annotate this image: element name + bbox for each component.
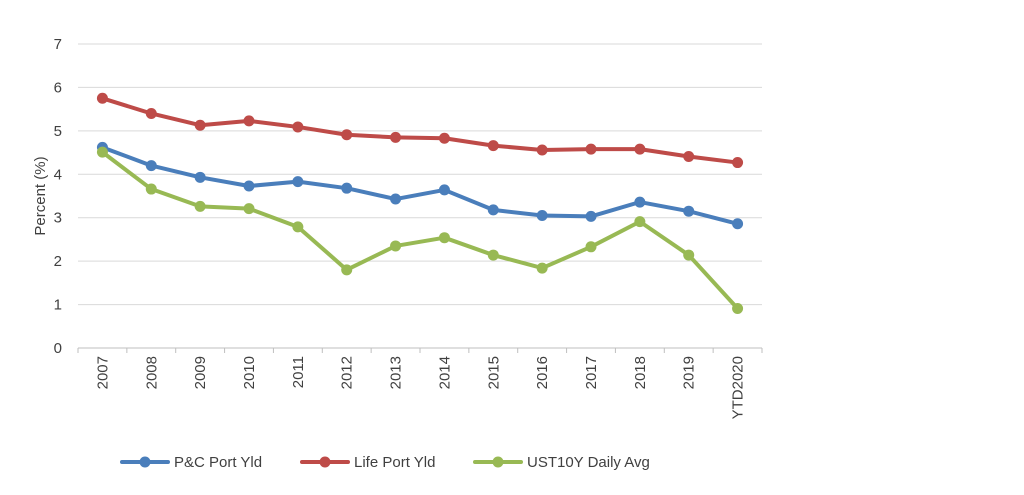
x-tick-label: 2011 (290, 356, 307, 388)
data-point (438, 132, 450, 144)
data-point (194, 171, 206, 183)
data-point (683, 205, 695, 217)
data-point (243, 115, 255, 127)
data-point (634, 216, 646, 228)
series-line (100, 150, 740, 311)
data-point (96, 146, 108, 158)
x-tick-label: 2012 (339, 356, 356, 389)
data-point (145, 160, 157, 172)
data-point (438, 184, 450, 196)
series-line (100, 145, 740, 226)
x-tick-label: YTD2020 (730, 356, 747, 419)
y-tick-label: 2 (54, 253, 62, 270)
legend-item: Life Port Yld (300, 454, 435, 471)
legend-label: Life Port Yld (354, 454, 435, 471)
data-point (243, 180, 255, 192)
series-1 (96, 92, 744, 169)
data-point (683, 249, 695, 261)
data-point (292, 176, 304, 188)
y-tick-label: 6 (54, 79, 62, 96)
data-point (390, 131, 402, 143)
legend-item: UST10Y Daily Avg (473, 454, 650, 471)
data-point (292, 221, 304, 233)
y-tick-label: 0 (54, 340, 62, 357)
data-point (194, 119, 206, 131)
data-point (438, 232, 450, 244)
legend-label: P&C Port Yld (174, 454, 262, 471)
legend: P&C Port Yld Life Port Yld UST10Y Daily Av… (120, 454, 650, 471)
x-tick-label: 2019 (681, 356, 698, 389)
data-point (634, 196, 646, 208)
y-tick-label: 4 (54, 166, 62, 183)
data-point (390, 193, 402, 205)
data-point (732, 218, 744, 230)
data-point (292, 121, 304, 133)
data-point (341, 182, 353, 194)
y-axis-label: Percent (%) (32, 156, 49, 235)
series-line (100, 96, 740, 165)
data-point (341, 264, 353, 276)
data-point (634, 143, 646, 155)
data-point (732, 302, 744, 314)
x-axis: 2007 2008 2009 2010 2011 2012 2013 2014 2015 2016… (77, 348, 763, 419)
x-tick-label: 2015 (485, 356, 502, 389)
legend-item: P&C Port Yld (120, 454, 262, 471)
data-point (194, 200, 206, 212)
x-tick-label: 2014 (436, 356, 453, 389)
x-tick-label: 2007 (94, 356, 111, 389)
data-point (732, 157, 744, 169)
legend-marker (139, 456, 151, 468)
data-point (536, 262, 548, 274)
data-point (145, 183, 157, 195)
data-point (585, 143, 597, 155)
data-point (341, 129, 353, 141)
data-point (487, 249, 499, 261)
y-tick-label: 5 (54, 123, 62, 140)
data-point (487, 204, 499, 216)
data-point (536, 144, 548, 156)
data-point (585, 210, 597, 222)
legend-label: UST10Y Daily Avg (527, 454, 650, 471)
x-tick-label: 2009 (192, 356, 209, 389)
data-point (390, 240, 402, 252)
legend-marker (319, 456, 331, 468)
x-tick-label: 2018 (632, 356, 649, 389)
x-tick-label: 2008 (143, 356, 160, 389)
legend-marker (492, 456, 504, 468)
y-tick-label: 7 (54, 36, 62, 53)
y-axis: 0 1 2 3 4 5 6 7 (54, 36, 62, 357)
data-point (487, 140, 499, 152)
data-point (145, 107, 157, 119)
x-tick-label: 2013 (388, 356, 405, 389)
x-tick-label: 2010 (241, 356, 258, 389)
y-tick-label: 3 (54, 210, 62, 227)
y-tick-label: 1 (54, 297, 62, 314)
series-2 (96, 146, 744, 314)
data-point (96, 92, 108, 104)
data-point (536, 210, 548, 222)
x-tick-label: 2017 (583, 356, 600, 389)
data-point (585, 241, 597, 253)
series-0 (96, 141, 744, 230)
data-point (683, 150, 695, 162)
data-point (243, 203, 255, 215)
x-tick-label: 2016 (534, 356, 551, 389)
series-group (96, 92, 744, 314)
